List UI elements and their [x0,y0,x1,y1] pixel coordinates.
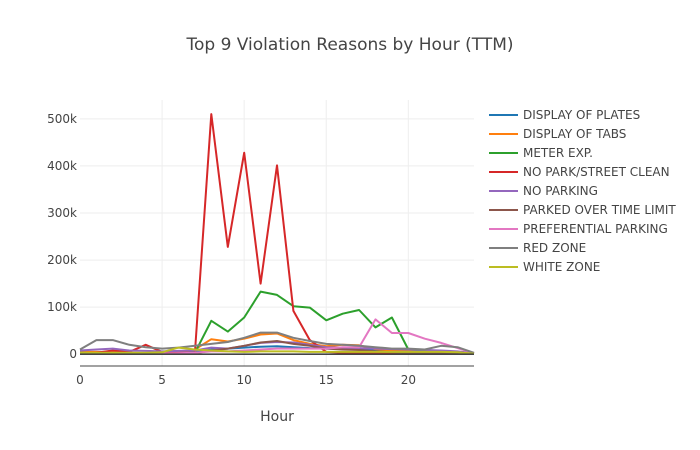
legend[interactable]: DISPLAY OF PLATES DISPLAY OF TABS METER EX… [489,108,676,274]
chart-title: Top 9 Violation Reasons by Hour (TTM) [185,35,513,55]
x-tick-label: 15 [319,373,334,387]
y-tick-label: 200k [47,253,77,267]
series-line-2 [79,290,475,355]
y-tick-label: 300k [47,206,77,220]
legend-item-3[interactable]: NO PARK/STREET CLEAN [489,165,670,179]
legend-label: DISPLAY OF TABS [523,127,626,141]
y-tick-label: 100k [47,300,77,314]
legend-item-6[interactable]: PREFERENTIAL PARKING [489,222,668,236]
legend-item-5[interactable]: PARKED OVER TIME LIMIT [489,203,676,217]
x-tick-label: 5 [158,373,166,387]
series-lines [79,113,475,355]
series-line-8 [80,346,475,355]
legend-label: NO PARKING [523,184,598,198]
legend-label: METER EXP. [523,146,593,160]
series-line-3 [79,113,475,355]
legend-item-4[interactable]: NO PARKING [489,184,598,198]
series-line-7 [79,331,475,354]
legend-label: PARKED OVER TIME LIMIT [523,203,676,217]
legend-label: PREFERENTIAL PARKING [523,222,668,236]
legend-label: WHITE ZONE [523,260,600,274]
y-tick-label: 400k [47,159,77,173]
x-tick-label: 20 [401,373,416,387]
legend-item-8[interactable]: WHITE ZONE [489,260,600,274]
axes: 0 100k 200k 300k 400k 500k 0 5 10 15 20 [47,112,474,387]
legend-label: DISPLAY OF PLATES [523,108,640,122]
legend-item-2[interactable]: METER EXP. [489,146,593,160]
legend-item-1[interactable]: DISPLAY OF TABS [489,127,626,141]
legend-item-0[interactable]: DISPLAY OF PLATES [489,108,640,122]
legend-label: NO PARK/STREET CLEAN [523,165,670,179]
legend-item-7[interactable]: RED ZONE [489,241,586,255]
y-tick-label: 500k [47,112,77,126]
legend-label: RED ZONE [523,241,586,255]
x-tick-label: 10 [237,373,252,387]
y-tick-label: 0 [69,347,77,361]
x-axis-label: Hour [260,409,294,425]
gridlines [80,100,474,366]
x-tick-label: 0 [76,373,84,387]
